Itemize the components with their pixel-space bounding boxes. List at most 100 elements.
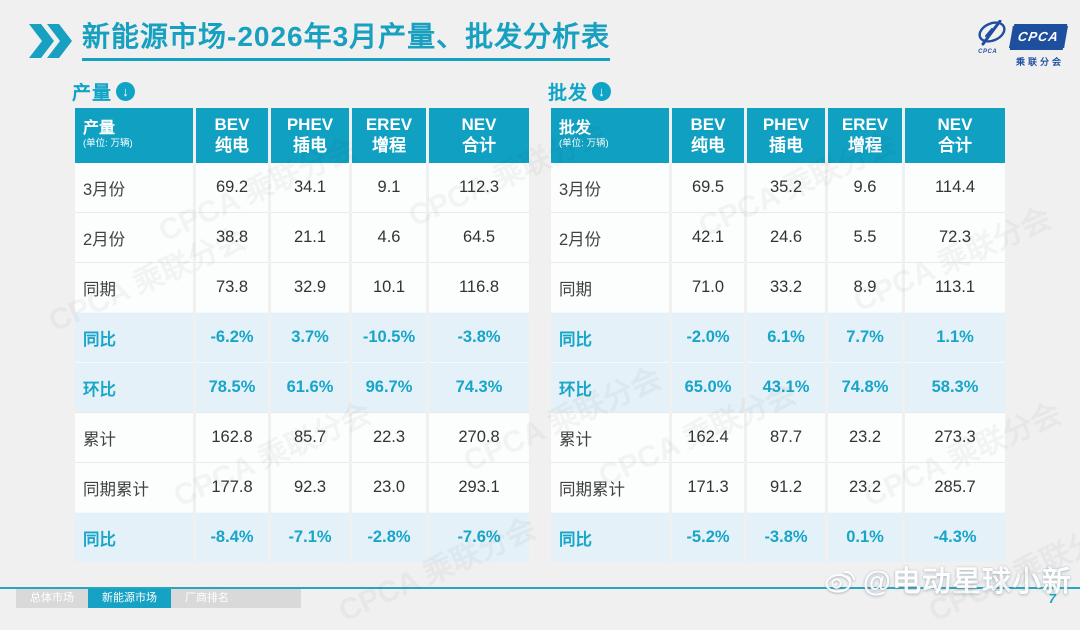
data-cell: 34.1 [271,163,349,212]
table-row: 同比 -8.4% -7.1% -2.8% -7.6% [75,512,529,562]
data-cell: 85.7 [271,412,349,462]
data-cell: 78.5% [196,362,268,412]
column-header: EREV 增程 [352,108,426,163]
data-cell: 285.7 [905,462,1005,512]
data-cell: 58.3% [905,362,1005,412]
row-label: 同期累计 [75,462,193,512]
table-row: 同期累计 171.3 91.2 23.2 285.7 [551,462,1005,512]
data-cell: 74.8% [828,362,902,412]
row-label: 同比 [75,312,193,362]
data-cell: 22.3 [352,412,426,462]
data-cell: 71.0 [672,262,744,312]
row-label: 累计 [551,412,669,462]
data-cell: 35.2 [747,163,825,212]
column-header: PHEV 插电 [747,108,825,163]
data-cell: 91.2 [747,462,825,512]
data-cell: -2.8% [352,512,426,562]
data-cell: -10.5% [352,312,426,362]
table-row: 3月份 69.2 34.1 9.1 112.3 [75,163,529,212]
data-cell: -7.1% [271,512,349,562]
data-cell: 65.0% [672,362,744,412]
download-arrow-icon: ↓ [592,82,612,101]
cpca-logo: CPCA CPCA 乘联分会 [978,19,1068,68]
data-cell: -3.8% [747,512,825,562]
data-cell: -6.2% [196,312,268,362]
wholesale-section-label: 批发 [548,83,589,104]
data-cell: 96.7% [352,362,426,412]
data-cell: 177.8 [196,462,268,512]
row-label: 累计 [75,412,193,462]
data-cell: 5.5 [828,212,902,262]
column-header: BEV 纯电 [672,108,744,163]
data-cell: 8.9 [828,262,902,312]
data-cell: 43.1% [747,362,825,412]
data-cell: 9.1 [352,163,426,212]
data-cell: 293.1 [429,462,529,512]
data-cell: 87.7 [747,412,825,462]
data-cell: 3.7% [271,312,349,362]
footer-tab-总体市场[interactable]: 总体市场 [30,592,74,604]
table-row: 环比 78.5% 61.6% 96.7% 74.3% [75,362,529,412]
data-cell: 92.3 [271,462,349,512]
production-section-label: 产量 [72,83,113,104]
data-cell: 7.7% [828,312,902,362]
data-cell: 112.3 [429,163,529,212]
footer-divider-line [0,587,1080,589]
table-row: 3月份 69.5 35.2 9.6 114.4 [551,163,1005,212]
data-cell: 23.2 [828,462,902,512]
table-row: 同比 -6.2% 3.7% -10.5% -3.8% [75,312,529,362]
data-cell: -5.2% [672,512,744,562]
data-cell: 32.9 [271,262,349,312]
table-row: 2月份 38.8 21.1 4.6 64.5 [75,212,529,262]
cpca-brand-cn: 乘联分会 [1015,57,1064,67]
cpca-brand: CPCA [1009,25,1068,48]
data-cell: -3.8% [429,312,529,362]
row-label: 环比 [551,362,669,412]
column-header: NEV 合计 [429,108,529,163]
wholesale-table: 批发 (单位: 万辆) BEV 纯电 PHEV 插电 EREV 增程 NEV 合计 3月份 69.5… [548,108,1008,562]
table-row: 累计 162.4 87.7 23.2 273.3 [551,412,1005,462]
data-cell: 74.3% [429,362,529,412]
data-cell: 270.8 [429,412,529,462]
footer-tab-厂商排名[interactable]: 厂商排名 [185,592,229,604]
row-label: 3月份 [551,163,669,212]
data-cell: 162.4 [672,412,744,462]
data-cell: 69.5 [672,163,744,212]
table-row: 同期累计 177.8 92.3 23.0 293.1 [75,462,529,512]
row-label: 同期 [75,262,193,312]
weibo-watermark-text: @电动星球小新 [862,566,1072,598]
data-cell: 171.3 [672,462,744,512]
data-cell: 116.8 [429,262,529,312]
data-cell: 113.1 [905,262,1005,312]
wholesale-panel: 批发 ↓ 批发 (单位: 万辆) BEV 纯电 PHEV 插电 EREV 增程 NEV 合计 3月… [548,80,1008,562]
weibo-icon [825,570,855,593]
row-label: 环比 [75,362,193,412]
row-label: 同期累计 [551,462,669,512]
column-header: BEV 纯电 [196,108,268,163]
page-title: 新能源市场-2026年3月产量、批发分析表 [82,21,611,61]
production-panel: 产量 ↓ 产量 (单位: 万辆) BEV 纯电 PHEV 插电 EREV 增程 NEV 合计 3月… [72,80,532,562]
table-row: 同比 -2.0% 6.1% 7.7% 1.1% [551,312,1005,362]
data-cell: 10.1 [352,262,426,312]
data-cell: -7.6% [429,512,529,562]
data-cell: 38.8 [196,212,268,262]
data-cell: 273.3 [905,412,1005,462]
table-row: 同比 -5.2% -3.8% 0.1% -4.3% [551,512,1005,562]
cpca-emblem-text: CPCA [978,49,998,55]
data-cell: 4.6 [352,212,426,262]
row-label: 2月份 [75,212,193,262]
title-row: 新能源市场-2026年3月产量、批发分析表 [28,21,611,61]
data-cell: 72.3 [905,212,1005,262]
row-label: 2月份 [551,212,669,262]
column-header: PHEV 插电 [271,108,349,163]
column-header: NEV 合计 [905,108,1005,163]
data-cell: 23.2 [828,412,902,462]
table-row: 同期 73.8 32.9 10.1 116.8 [75,262,529,312]
data-cell: 33.2 [747,262,825,312]
production-table: 产量 (单位: 万辆) BEV 纯电 PHEV 插电 EREV 增程 NEV 合计 3月份 69.2… [72,108,532,562]
row-label: 同比 [551,312,669,362]
data-cell: -8.4% [196,512,268,562]
table-row: 累计 162.8 85.7 22.3 270.8 [75,412,529,462]
footer-tab-新能源市场[interactable]: 新能源市场 [88,589,171,608]
data-cell: 24.6 [747,212,825,262]
